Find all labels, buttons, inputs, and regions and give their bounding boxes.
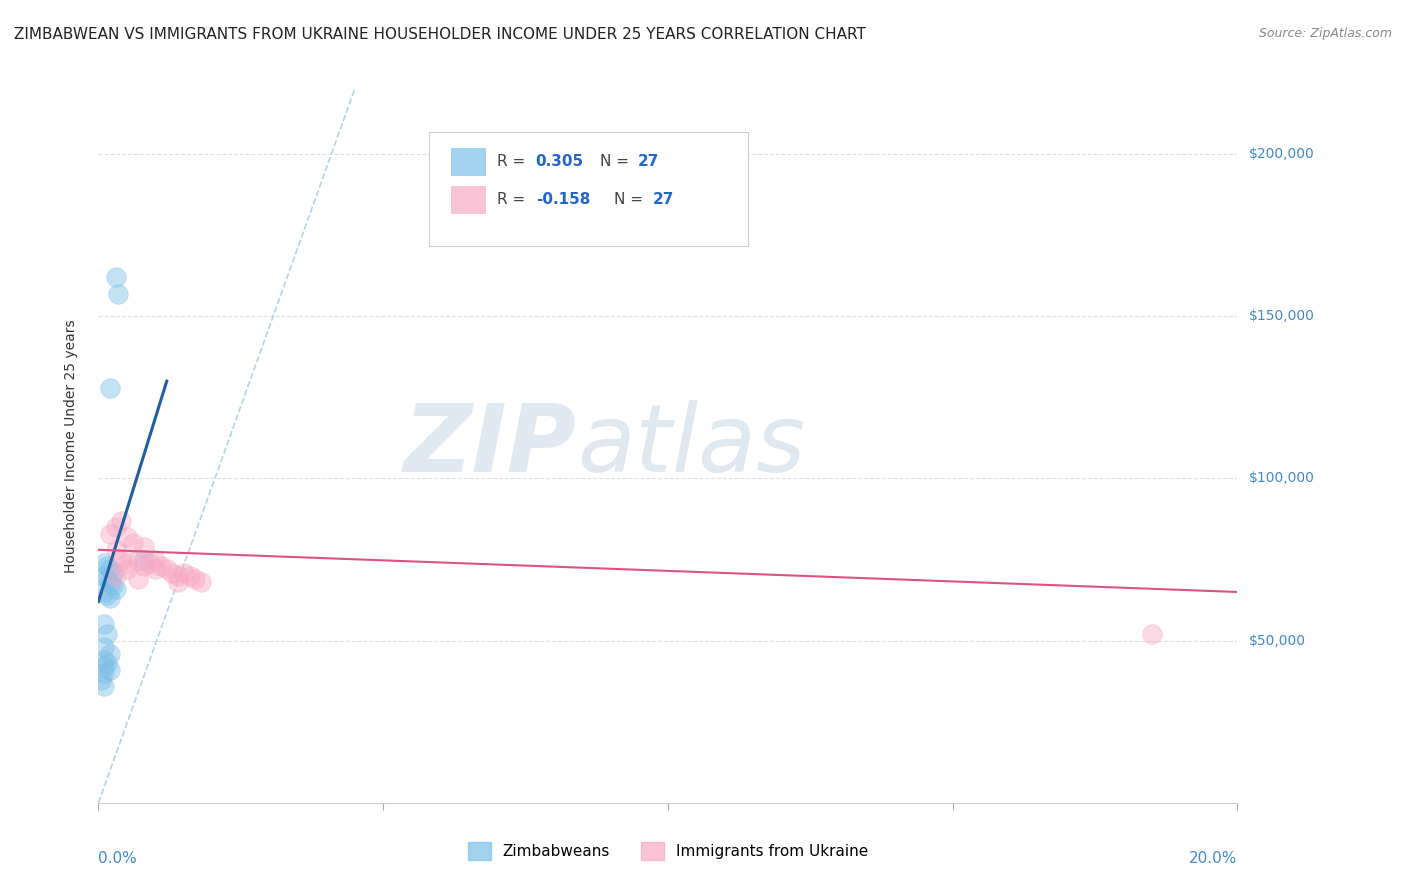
Point [110, 552, 132, 566]
Point [98, 647, 121, 661]
Point [190, 575, 212, 590]
Text: -0.158: -0.158 [536, 193, 591, 207]
Point [93, 679, 115, 693]
Text: atlas: atlas [576, 401, 806, 491]
Point [96, 559, 118, 574]
Point [145, 562, 167, 576]
Point [138, 556, 160, 570]
Point [98, 381, 121, 395]
Text: $100,000: $100,000 [1249, 472, 1315, 485]
Point [96, 588, 118, 602]
Point [107, 286, 129, 301]
FancyBboxPatch shape [451, 186, 485, 214]
Point [115, 556, 138, 570]
FancyBboxPatch shape [429, 132, 748, 246]
Point [145, 552, 167, 566]
Text: $200,000: $200,000 [1249, 147, 1315, 161]
Point [104, 582, 127, 596]
Text: N =: N = [614, 193, 648, 207]
Point [98, 562, 121, 576]
Point [150, 559, 173, 574]
Point [98, 575, 121, 590]
Point [132, 552, 155, 566]
Point [132, 540, 155, 554]
Point [127, 552, 149, 566]
Point [115, 562, 138, 576]
Point [167, 568, 190, 582]
Legend: Zimbabweans, Immigrants from Ukraine: Zimbabweans, Immigrants from Ukraine [461, 836, 875, 866]
Text: 20.0%: 20.0% [1189, 852, 1237, 866]
Y-axis label: Householder Income Under 25 years: Householder Income Under 25 years [63, 319, 77, 573]
Point [104, 568, 127, 582]
Point [162, 566, 184, 580]
Text: 27: 27 [638, 154, 659, 169]
Text: N =: N = [599, 154, 633, 169]
Point [98, 591, 121, 606]
Point [93, 659, 115, 673]
Point [110, 514, 132, 528]
FancyBboxPatch shape [451, 148, 485, 177]
Point [98, 526, 121, 541]
Point [1140, 627, 1163, 641]
Text: ZIP: ZIP [404, 400, 576, 492]
Point [121, 536, 143, 550]
Point [98, 663, 121, 677]
Point [173, 566, 195, 580]
Text: R =: R = [498, 154, 530, 169]
Text: $150,000: $150,000 [1249, 310, 1315, 323]
Point [132, 559, 155, 574]
Text: Source: ZipAtlas.com: Source: ZipAtlas.com [1258, 27, 1392, 40]
Text: R =: R = [498, 193, 530, 207]
Point [101, 578, 124, 592]
Point [104, 542, 127, 557]
Point [104, 270, 127, 285]
Point [93, 640, 115, 654]
Point [93, 666, 115, 681]
Point [167, 575, 190, 590]
Text: 0.305: 0.305 [536, 154, 583, 169]
Point [93, 585, 115, 599]
Point [104, 520, 127, 534]
Point [115, 530, 138, 544]
Point [93, 568, 115, 582]
Point [184, 572, 207, 586]
Point [93, 653, 115, 667]
Point [93, 556, 115, 570]
Point [179, 568, 201, 582]
Point [90, 673, 112, 687]
Point [96, 627, 118, 641]
Point [93, 617, 115, 632]
Text: ZIMBABWEAN VS IMMIGRANTS FROM UKRAINE HOUSEHOLDER INCOME UNDER 25 YEARS CORRELAT: ZIMBABWEAN VS IMMIGRANTS FROM UKRAINE HO… [14, 27, 866, 42]
Point [96, 572, 118, 586]
Point [101, 566, 124, 580]
Text: $50,000: $50,000 [1249, 633, 1305, 648]
Point [127, 572, 149, 586]
Point [156, 562, 179, 576]
Point [96, 657, 118, 671]
Text: 27: 27 [652, 193, 675, 207]
Text: 0.0%: 0.0% [98, 852, 138, 866]
